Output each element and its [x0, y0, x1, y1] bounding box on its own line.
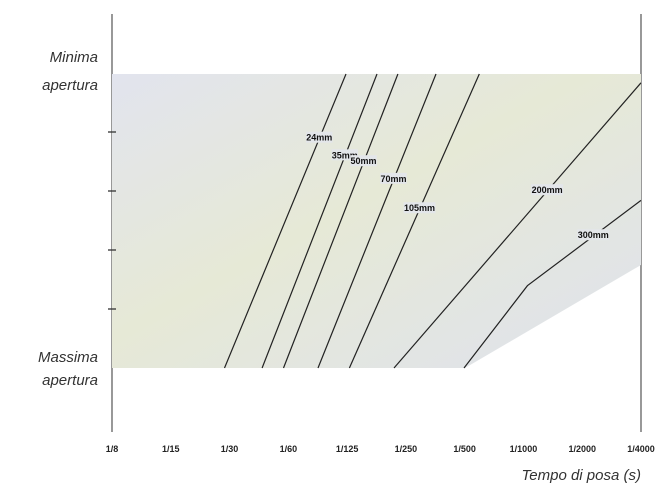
min-aperture-label-2: apertura	[42, 77, 98, 94]
x-tick-label: 1/1000	[510, 444, 538, 454]
series-label-bg	[331, 149, 359, 161]
x-tick-label: 1/4000	[627, 444, 655, 454]
series-label-bg	[350, 155, 377, 167]
left-ticks	[108, 131, 116, 310]
x-tick-label: 1/60	[280, 444, 298, 454]
series-line-105mm	[348, 73, 480, 369]
max-aperture-label-1: Massima	[38, 349, 98, 366]
series-label-bg	[531, 184, 564, 196]
series-label-300mm: 300mm	[578, 230, 609, 240]
series-line-35mm	[261, 73, 378, 369]
series-line-50mm	[282, 73, 399, 369]
series-line-70mm	[317, 73, 437, 369]
series-label-50mm: 50mm	[351, 156, 377, 166]
x-tick-label: 1/250	[395, 444, 418, 454]
series-label-bg	[306, 131, 333, 143]
x-tick-label: 1/15	[162, 444, 180, 454]
x-tick-labels: 1/8 1/15 1/30 1/60 1/125 1/250 1/500 1/1000 1/20…	[106, 444, 655, 454]
series-label-bg	[380, 172, 407, 184]
series-label-35mm: 35mm	[332, 150, 358, 160]
x-tick-label: 1/125	[336, 444, 359, 454]
series-label-105mm: 105mm	[404, 203, 435, 213]
x-axis-title: Tempo di posa (s)	[521, 467, 641, 484]
series-line-24mm	[223, 73, 347, 369]
max-aperture-label-2: apertura	[42, 372, 98, 389]
min-aperture-label-1: Minima	[50, 49, 98, 66]
series-label-24mm: 24mm	[306, 133, 332, 143]
series-label-200mm: 200mm	[532, 185, 563, 195]
x-tick-label: 1/8	[106, 444, 119, 454]
x-tick-label: 1/30	[221, 444, 239, 454]
series-line-300mm	[463, 199, 642, 369]
series-line-200mm	[393, 82, 642, 369]
x-tick-label: 1/500	[453, 444, 476, 454]
series-label-70mm: 70mm	[381, 174, 407, 184]
x-tick-label: 1/2000	[568, 444, 596, 454]
series-label-bg	[577, 229, 610, 241]
series-label-bg	[403, 202, 436, 214]
